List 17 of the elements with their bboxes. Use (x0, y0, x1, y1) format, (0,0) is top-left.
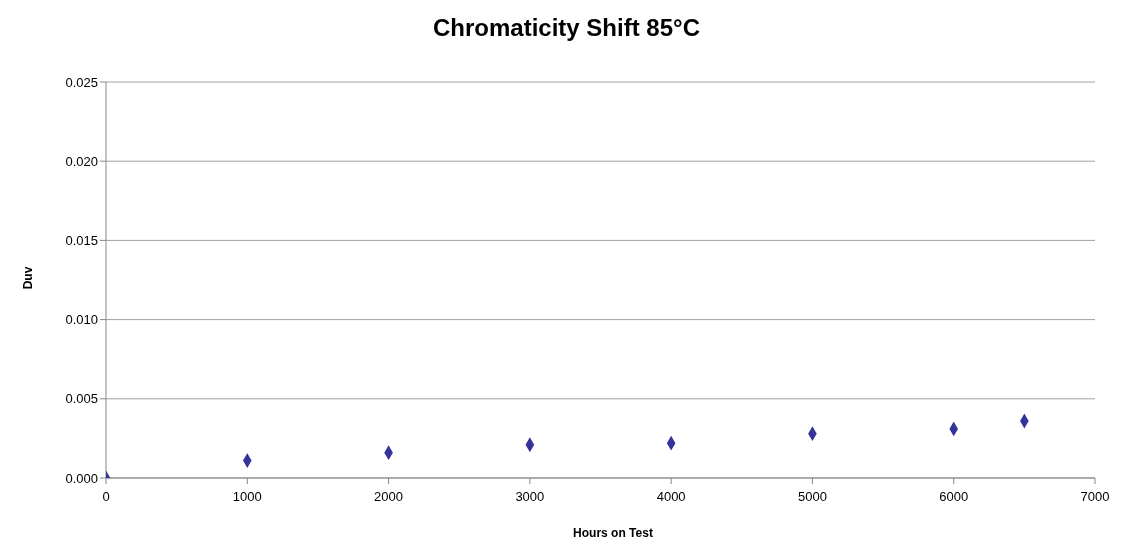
x-tick-label: 1000 (232, 489, 262, 505)
y-tick-label: 0.015 (65, 233, 98, 249)
y-axis-title: Duv (21, 266, 35, 290)
x-tick-label: 7000 (1080, 489, 1110, 505)
x-tick-label: 6000 (939, 489, 969, 505)
y-tick-label: 0.025 (65, 74, 98, 90)
y-tick-label: 0.005 (65, 391, 98, 407)
x-tick-label: 0 (102, 489, 110, 505)
x-axis-title: Hours on Test (572, 526, 654, 540)
chart-title: Chromaticity Shift 85°C (432, 14, 701, 42)
x-tick-label: 4000 (656, 489, 686, 505)
y-tick-label: 0.020 (65, 153, 98, 169)
x-tick-label: 2000 (374, 489, 404, 505)
x-tick-label: 5000 (797, 489, 827, 505)
y-tick-label: 0.010 (65, 312, 98, 328)
x-tick-label: 3000 (515, 489, 545, 505)
y-tick-label: 0.000 (65, 470, 98, 486)
